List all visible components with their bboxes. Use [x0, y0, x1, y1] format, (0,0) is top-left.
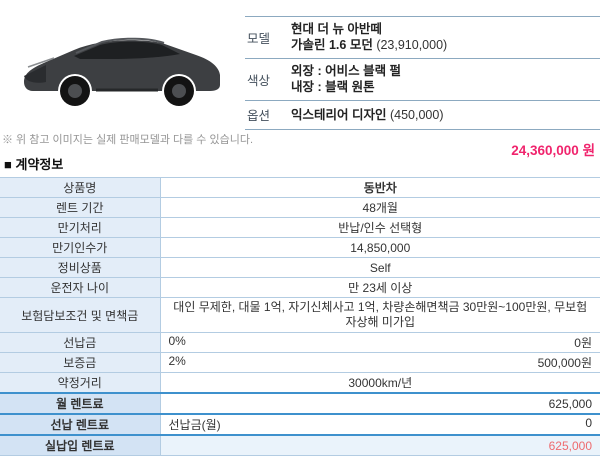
table-row-product-name: 상품명 동반차	[0, 177, 600, 198]
row-value: 반납/인수 선택형	[159, 217, 600, 238]
row-value: Self	[159, 257, 600, 278]
spec-row-option: 옵션 익스테리어 디자인 (450,000)	[245, 101, 600, 130]
table-row-prepaid-rent: 선납 렌트료 선납금(월) 0	[0, 413, 600, 436]
row-label: 실납입 렌트료	[0, 434, 161, 456]
spec-row-color: 색상 외장 : 어비스 블랙 펄 내장 : 블랙 원톤	[245, 59, 600, 101]
model-label: 모델	[247, 31, 271, 46]
row-label: 만기처리	[0, 217, 161, 238]
model-trim-price: (23,910,000)	[376, 38, 448, 52]
row-label: 운전자 나이	[0, 277, 161, 298]
model-trim: 가솔린 1.6 모던 (23,910,000)	[291, 38, 448, 52]
row-value: 0% 0원	[159, 332, 600, 353]
option-name: 익스테리어 디자인	[291, 107, 387, 122]
color-label: 색상	[247, 73, 271, 88]
table-row-insurance-terms: 보험담보조건 및 면책금 대인 무제한, 대물 1억, 자기신체사고 1억, 차…	[0, 297, 600, 333]
row-label: 월 렌트료	[0, 392, 161, 415]
row-value: 30000km/년	[159, 372, 600, 394]
prepaid-rent-amount: 0	[585, 416, 592, 430]
sedan-illustration	[24, 37, 220, 106]
contract-section-title: ■ 계약정보	[4, 154, 600, 173]
row-value: 2% 500,000원	[159, 352, 600, 373]
interior-color: 내장 : 블랙 원톤	[291, 80, 375, 94]
row-label: 정비상품	[0, 257, 161, 278]
row-label: 약정거리	[0, 372, 161, 394]
row-label: 상품명	[0, 177, 161, 198]
section-bullet-icon: ■	[4, 157, 12, 172]
table-row-maturity-option: 만기처리 반납/인수 선택형	[0, 217, 600, 238]
exterior-color: 외장 : 어비스 블랙 펄	[291, 64, 402, 78]
table-row-rent-period: 렌트 기간 48개월	[0, 197, 600, 218]
prepayment-amount: 0원	[574, 336, 592, 350]
deposit-amount: 500,000원	[537, 356, 592, 370]
row-value: 대인 무제한, 대물 1억, 자기신체사고 1억, 차량손해면책금 30만원~1…	[159, 297, 600, 333]
row-value: 14,850,000	[159, 237, 600, 258]
disclaimer-note: ※ 위 참고 이미지는 실제 판매모델과 다를 수 있습니다.	[2, 134, 254, 146]
vehicle-summary-section: 모델 현대 더 뉴 아반떼 가솔린 1.6 모던 (23,910,000) 색상…	[0, 0, 600, 158]
row-label: 렌트 기간	[0, 197, 161, 218]
spec-row-model: 모델 현대 더 뉴 아반떼 가솔린 1.6 모던 (23,910,000)	[245, 17, 600, 59]
table-row-prepayment: 선납금 0% 0원	[0, 332, 600, 353]
table-row-driver-age: 운전자 나이 만 23세 이상	[0, 277, 600, 298]
row-label: 선납금	[0, 332, 161, 353]
option-price: (450,000)	[389, 107, 444, 122]
model-name: 현대 더 뉴 아반떼	[291, 22, 382, 36]
table-row-net-monthly-rent: 실납입 렌트료 625,000	[0, 434, 600, 456]
row-label: 보험담보조건 및 면책금	[0, 297, 161, 333]
vehicle-spec-panel: 모델 현대 더 뉴 아반떼 가솔린 1.6 모던 (23,910,000) 색상…	[245, 16, 600, 159]
row-label: 선납 렌트료	[0, 413, 161, 436]
row-value: 동반차	[159, 177, 600, 198]
row-value: 625,000	[159, 392, 600, 415]
table-row-mileage: 약정거리 30000km/년	[0, 372, 600, 394]
row-label: 만기인수가	[0, 237, 161, 258]
deposit-rate: 2%	[168, 354, 186, 368]
table-row-monthly-rent: 월 렌트료 625,000	[0, 392, 600, 415]
table-row-buyout-price: 만기인수가 14,850,000	[0, 237, 600, 258]
section-title-text: 계약정보	[15, 157, 64, 172]
table-row-deposit: 보증금 2% 500,000원	[0, 352, 600, 373]
row-label: 보증금	[0, 352, 161, 373]
contract-info-table: 상품명 동반차 렌트 기간 48개월 만기처리 반납/인수 선택형 만기인수가 …	[0, 177, 600, 456]
option-label: 옵션	[247, 109, 271, 123]
vehicle-total-price: 24,360,000 원	[511, 143, 595, 158]
row-value: 625,000	[159, 434, 600, 456]
car-image	[10, 12, 235, 124]
row-value: 48개월	[159, 197, 600, 218]
row-value: 선납금(월) 0	[159, 413, 600, 436]
prepayment-rate: 0%	[168, 334, 186, 348]
table-row-maintenance: 정비상품 Self	[0, 257, 600, 278]
prepaid-rent-note: 선납금(월)	[168, 418, 221, 432]
row-value: 만 23세 이상	[159, 277, 600, 298]
